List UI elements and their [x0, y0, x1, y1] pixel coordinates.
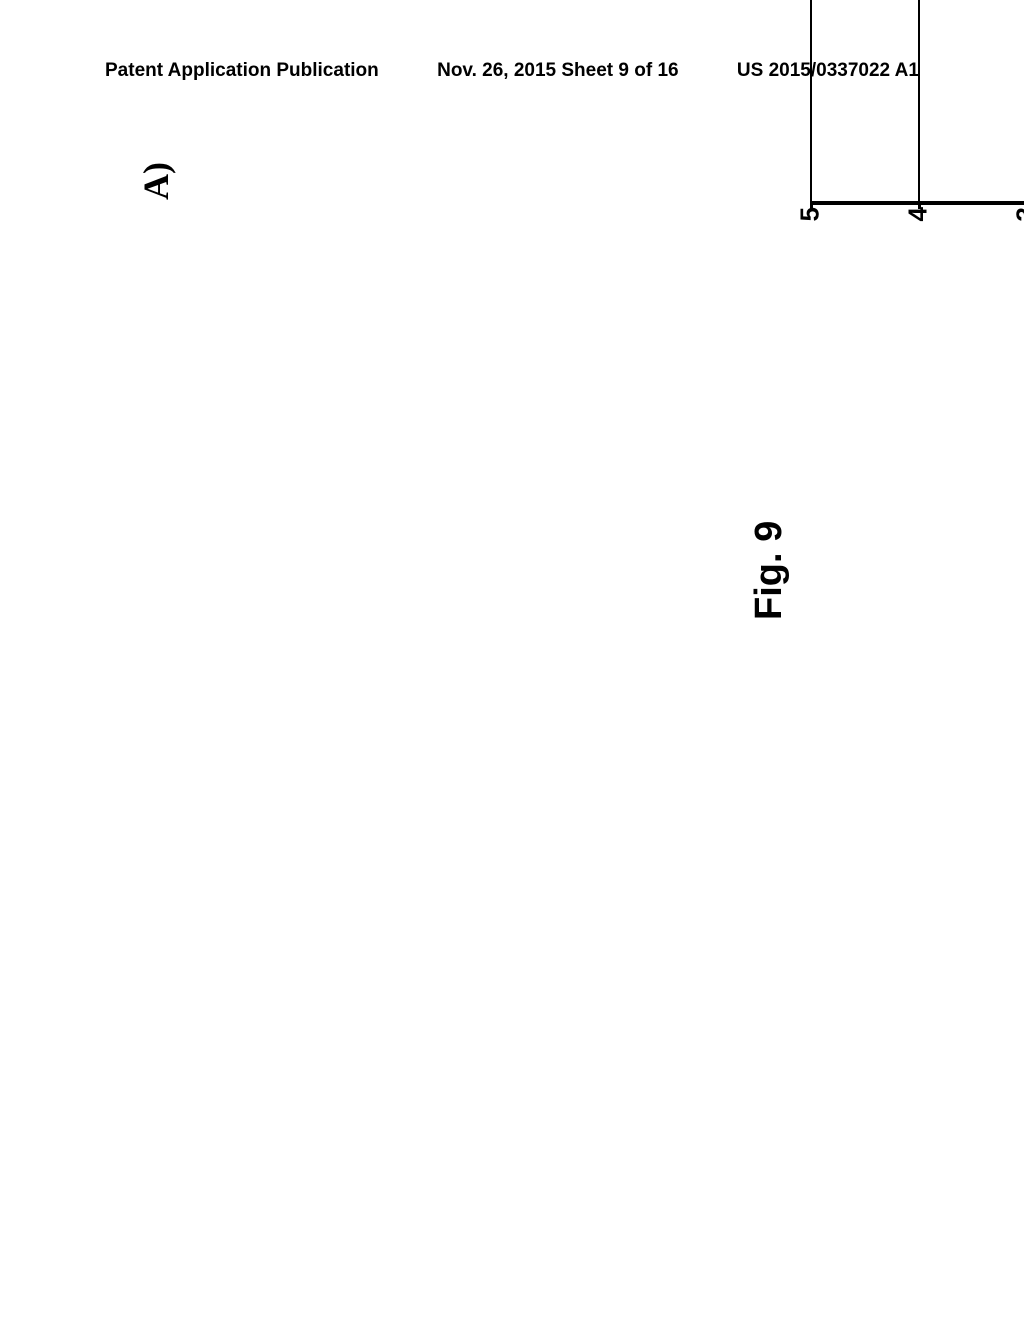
ytick-label: 4 — [903, 207, 934, 229]
plot-area: Hours 01234508 — [810, 0, 1024, 205]
header-left: Patent Application Publication — [105, 60, 379, 82]
gridline — [810, 0, 812, 201]
bar-chart: Hours 01234508 %PLNCX RLU/µg%24.2 RLU/µg — [800, 0, 1024, 245]
figure-caption: Fig. 9 — [748, 521, 791, 620]
gridline — [918, 0, 920, 201]
ytick-label: 3 — [1011, 207, 1024, 229]
ytick-label: 5 — [795, 207, 826, 229]
header-center: Nov. 26, 2015 Sheet 9 of 16 — [437, 60, 679, 82]
panel-label: A) — [135, 162, 177, 200]
